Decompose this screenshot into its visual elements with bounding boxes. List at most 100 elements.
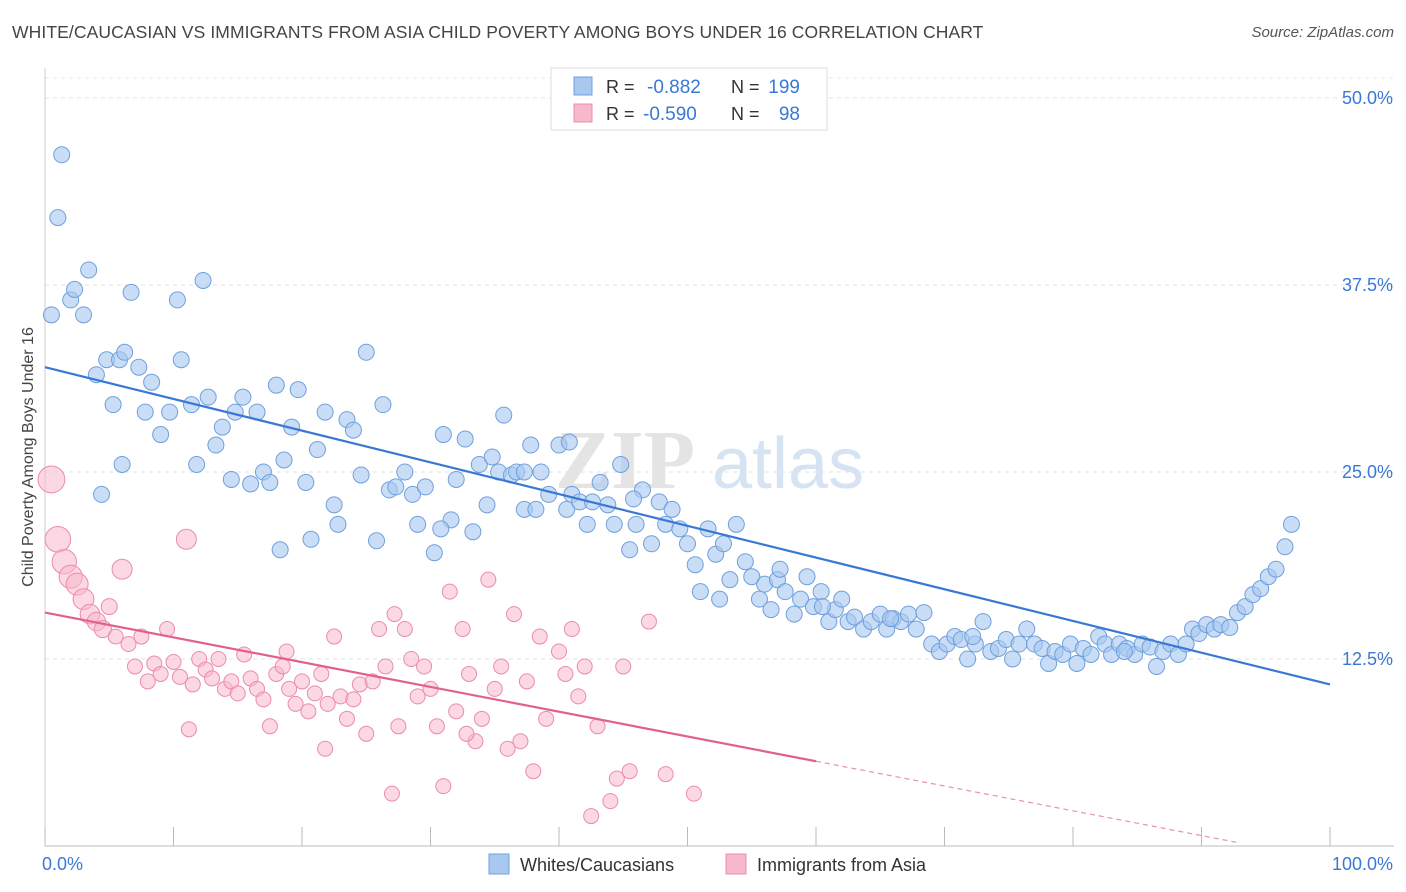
point-asia (396, 621, 413, 638)
point-white (1004, 650, 1022, 668)
point-white (261, 473, 279, 491)
y-tick-label: 37.5% (1342, 275, 1393, 295)
point-asia (461, 665, 478, 682)
point-asia (319, 695, 336, 712)
x-ticks (44, 827, 1331, 846)
point-white (53, 146, 71, 164)
point-white (711, 590, 729, 608)
stats-legend-r-label-white: R = (606, 77, 640, 97)
point-white (122, 283, 140, 301)
trend-line-solid (44, 366, 1331, 686)
point-asia (261, 718, 278, 735)
point-white (275, 451, 293, 469)
point-white (691, 583, 709, 601)
point-asia (458, 725, 475, 742)
point-white (136, 403, 154, 421)
point-asia (281, 680, 298, 697)
point-asia (274, 658, 291, 675)
point-white (104, 396, 122, 414)
point-white (812, 583, 830, 601)
point-asia (403, 650, 420, 667)
stats-legend-swatch-white (573, 76, 593, 96)
point-white (612, 455, 630, 473)
point-asia (685, 785, 702, 802)
stats-legend-n-asia: 98 (779, 104, 800, 125)
point-white (368, 532, 386, 550)
point-white (776, 583, 794, 601)
point-white (625, 490, 643, 508)
point-white (207, 436, 225, 454)
point-white (387, 478, 405, 496)
point-white (352, 466, 370, 484)
stats-legend-r-white: -0.882 (647, 77, 701, 98)
point-white (1010, 635, 1028, 653)
point-white (447, 470, 465, 488)
point-asia (204, 670, 221, 687)
y-tick-label: 50.0% (1342, 88, 1393, 108)
point-white (325, 496, 343, 514)
point-white (143, 373, 161, 391)
point-white (1267, 560, 1285, 578)
point-asia (657, 766, 674, 783)
series-whites-caucasians (42, 146, 1300, 675)
point-asia (294, 673, 310, 690)
series-immigrants-from-asia (37, 465, 702, 825)
trend-line-solid (44, 611, 817, 763)
stats-legend-frame (550, 67, 828, 131)
point-white (915, 604, 933, 622)
point-asia (338, 710, 355, 727)
point-asia (184, 676, 201, 693)
point-white (396, 463, 414, 481)
point-white (1282, 515, 1300, 533)
point-white (762, 601, 780, 619)
point-asia (139, 673, 156, 690)
point-white (416, 478, 434, 496)
point-white (297, 473, 315, 491)
point-white (434, 426, 452, 444)
stats-legend-n-white: 199 (768, 77, 800, 98)
legend-swatch-whites (488, 853, 510, 875)
point-white (194, 271, 212, 289)
point-asia (493, 658, 510, 675)
trend-line-dashed (815, 760, 1241, 844)
y-tick-label: 25.0% (1342, 462, 1393, 482)
point-asia (44, 525, 72, 553)
point-asia (480, 571, 497, 588)
point-white (289, 381, 307, 399)
point-asia (512, 733, 529, 750)
point-asia (454, 621, 471, 638)
point-white (736, 553, 754, 571)
point-white (478, 496, 496, 514)
point-white (650, 493, 668, 511)
legend-swatch-asia (725, 853, 747, 875)
point-white (515, 463, 533, 481)
point-white (833, 590, 851, 608)
point-asia (300, 703, 317, 720)
point-white (721, 571, 739, 589)
point-white (75, 306, 93, 324)
point-asia (531, 628, 548, 645)
point-white (213, 418, 231, 436)
point-asia (563, 621, 580, 638)
point-white (771, 560, 789, 578)
point-asia (317, 740, 334, 757)
point-white (1148, 657, 1166, 675)
point-white (374, 396, 392, 414)
point-asia (557, 665, 574, 682)
point-white (222, 470, 240, 488)
stats-legend-swatch-asia (573, 103, 593, 123)
axes (44, 68, 1394, 847)
y-tick-labels: 12.5% 25.0% 37.5% 50.0% (1342, 88, 1393, 669)
point-asia (175, 528, 197, 550)
point-asia (486, 680, 503, 697)
x-tick-label-min: 0.0% (42, 854, 83, 874)
point-white (199, 388, 217, 406)
point-asia (473, 710, 490, 727)
point-asia (386, 606, 403, 623)
point-asia (120, 636, 137, 653)
point-asia (602, 793, 619, 810)
chart-title: WHITE/CAUCASIAN VS IMMIGRANTS FROM ASIA … (12, 22, 984, 42)
point-white (686, 556, 704, 574)
point-asia (570, 688, 587, 705)
